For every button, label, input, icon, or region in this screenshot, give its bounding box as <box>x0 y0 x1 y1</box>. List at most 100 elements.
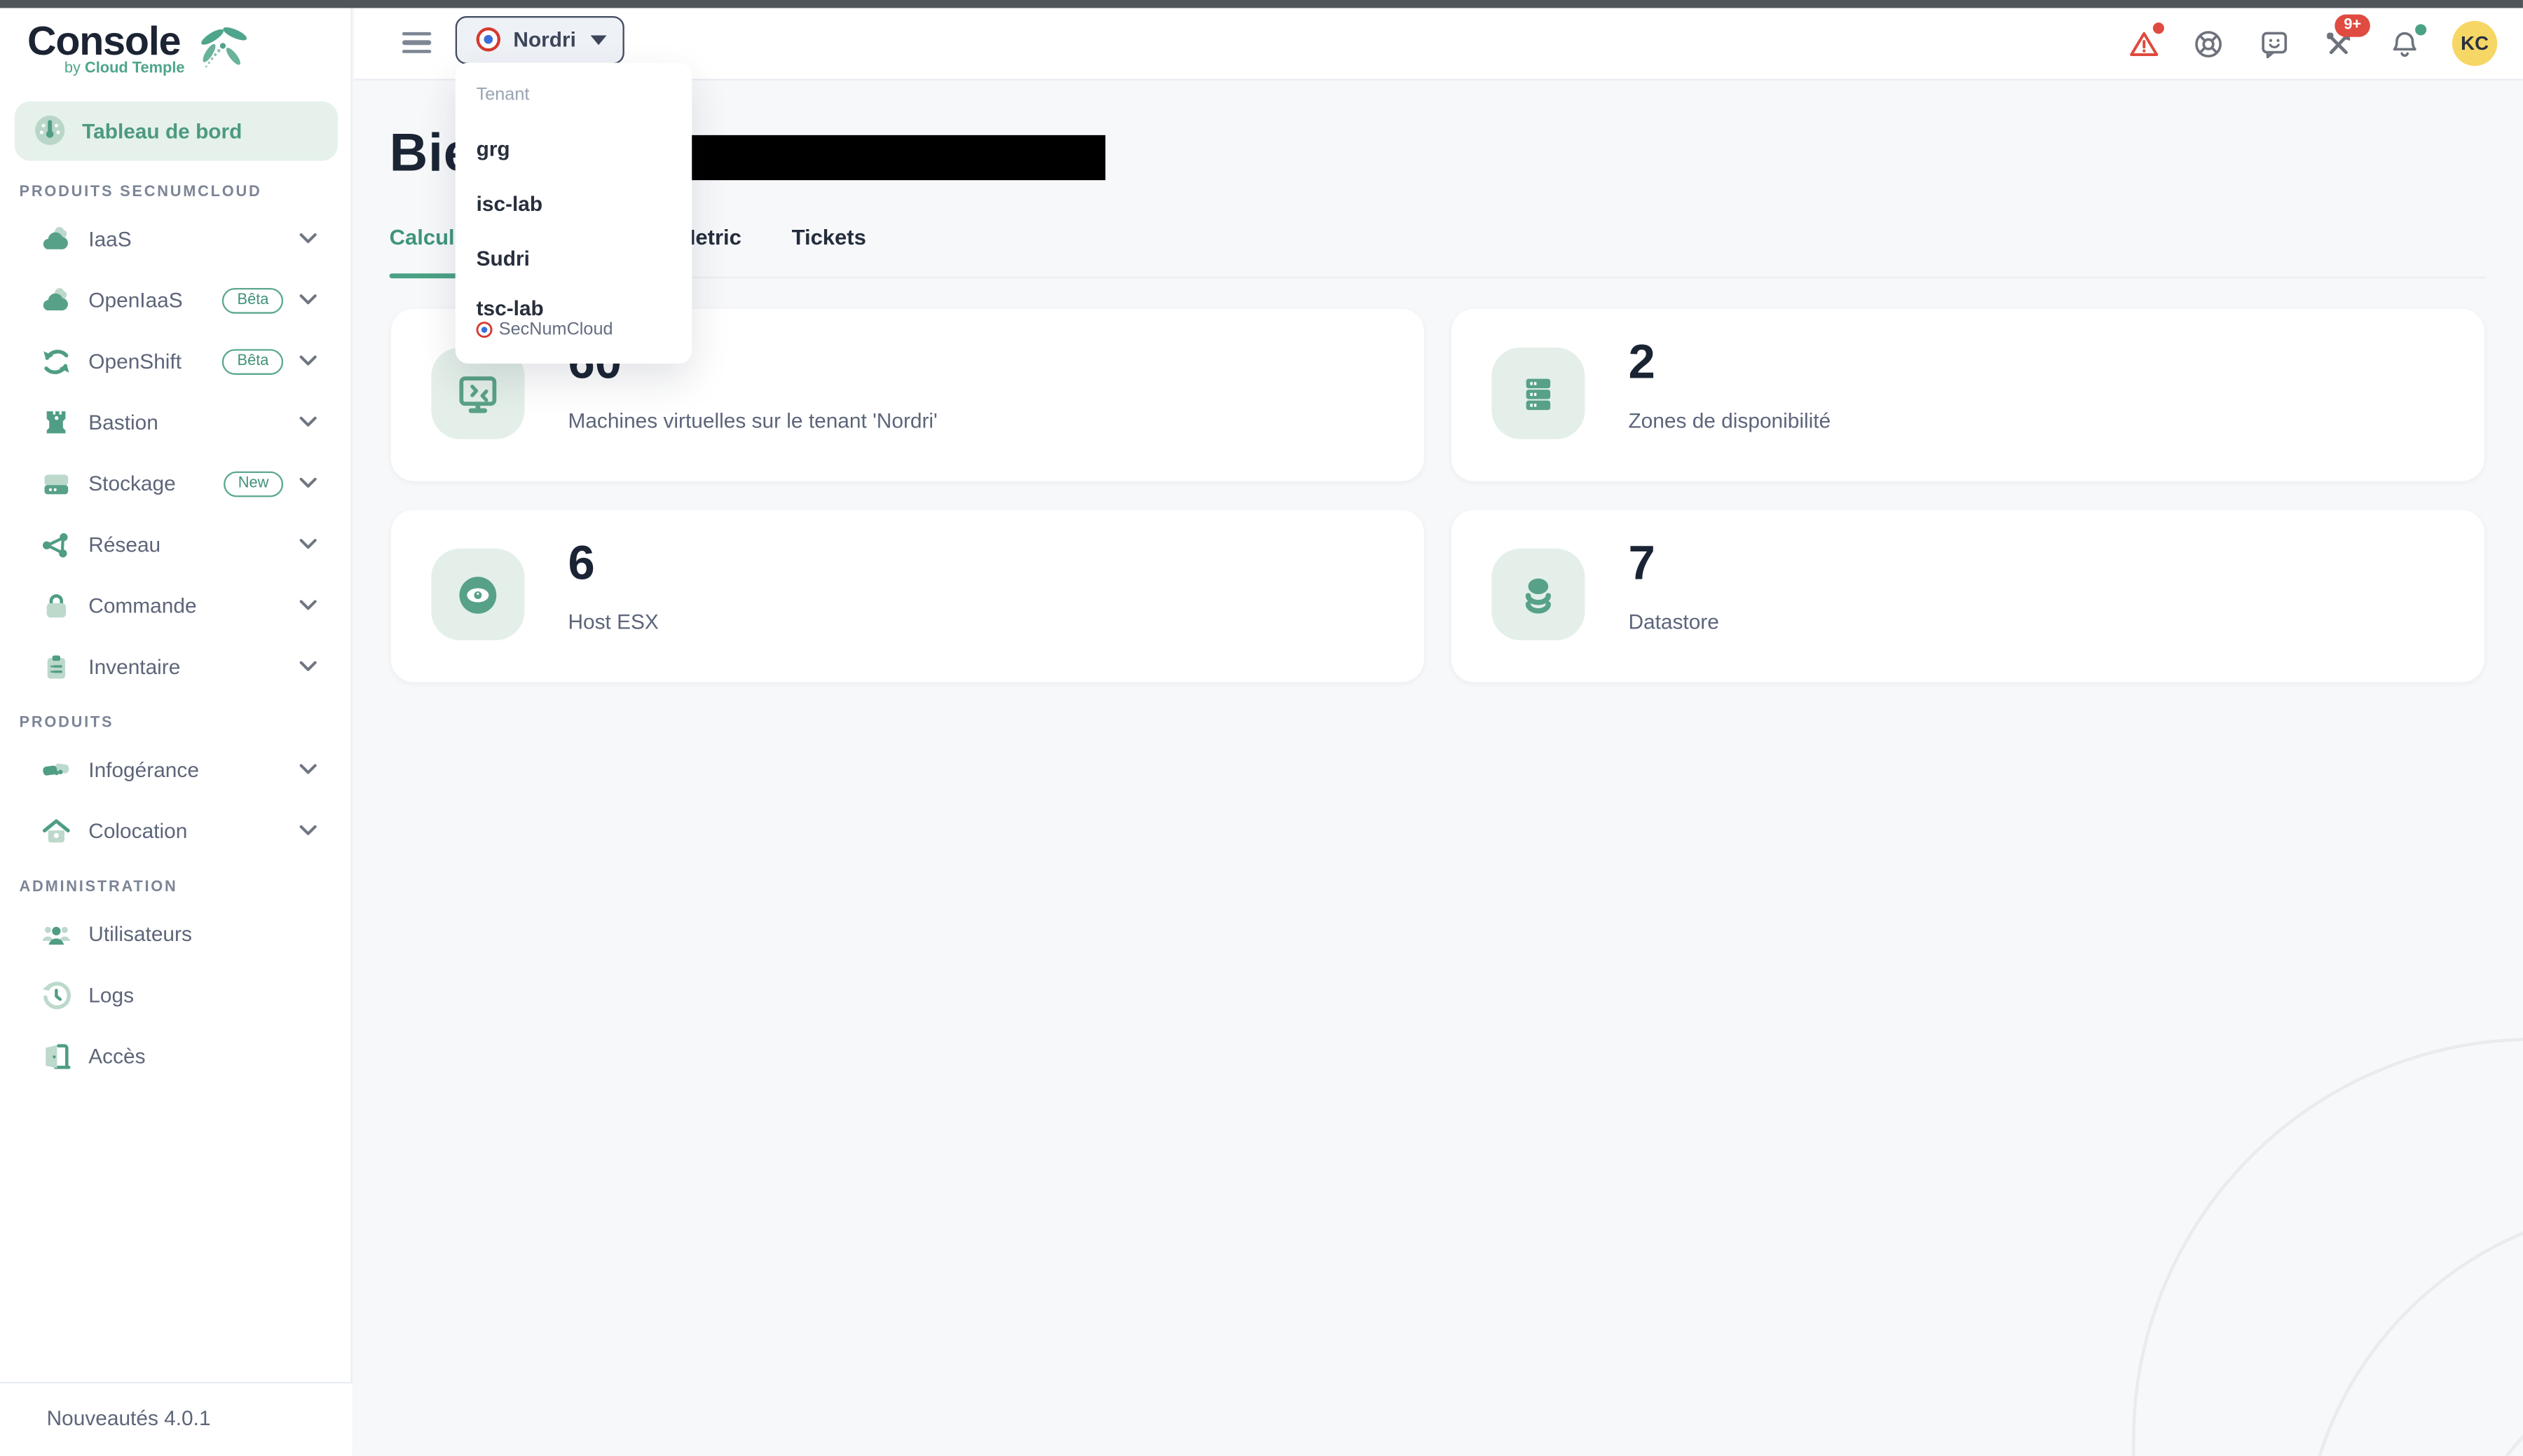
tenant-option-sudri[interactable]: Sudri <box>476 246 530 270</box>
sidebar-item-reseau[interactable]: Réseau <box>13 526 339 564</box>
tab-bar: Calcul Metric Tickets <box>389 225 2487 279</box>
door-icon <box>46 1043 71 1069</box>
sidebar: Console by Cloud Temple <box>0 7 353 1456</box>
maintenance-button[interactable]: 9+ <box>2322 13 2370 60</box>
notification-dot-badge <box>2414 23 2426 35</box>
chevron-down-icon <box>299 661 317 671</box>
history-clock-icon <box>42 981 71 1009</box>
tenant-menu-title: Tenant <box>476 85 530 105</box>
beta-badge: Bêta <box>222 287 284 313</box>
sidebar-section-title: PRODUITS <box>19 713 114 732</box>
house-icon <box>42 818 70 842</box>
stat-value: 6 <box>568 537 595 591</box>
notifications-button[interactable] <box>2387 23 2426 60</box>
beta-badge: Bêta <box>222 348 284 374</box>
chevron-down-icon <box>299 764 317 774</box>
sidebar-section-title: PRODUITS SECNUMCLOUD <box>19 182 262 200</box>
tenant-option-isc-lab[interactable]: isc-lab <box>476 191 543 216</box>
sidebar-item-label: Accès <box>88 1044 146 1069</box>
sidebar-item-label: Stockage <box>88 471 176 496</box>
tab-tickets[interactable]: Tickets <box>791 225 866 249</box>
shopping-bag-icon <box>46 593 67 617</box>
stat-card-datastore: 7 Datastore <box>1451 509 2484 682</box>
sidebar-item-logs[interactable]: Logs <box>13 975 339 1014</box>
availability-zones-icon <box>1491 347 1585 439</box>
sidebar-item-openiaas[interactable]: OpenIaaS Bêta <box>13 281 339 320</box>
sidebar-nav: Tableau de bord PRODUITS SECNUMCLOUD Iaa… <box>13 100 339 1097</box>
sidebar-item-label: OpenIaaS <box>88 287 183 313</box>
dragonfly-icon <box>201 26 247 67</box>
datastore-icon <box>1491 548 1585 640</box>
stat-value: 7 <box>1628 537 1655 591</box>
chevron-down-icon <box>299 233 317 243</box>
alert-dot-badge <box>2152 21 2163 34</box>
sidebar-item-bastion[interactable]: Bastion <box>13 403 339 441</box>
chevron-down-icon <box>299 825 317 835</box>
cloud-icon <box>43 287 68 310</box>
chevron-down-icon <box>299 477 317 488</box>
stat-card-host-esx: 6 Host ESX <box>390 509 1424 682</box>
bell-icon <box>2392 31 2416 56</box>
stat-label: Zones de disponibilité <box>1628 408 1831 433</box>
user-avatar[interactable]: KC <box>2452 20 2498 67</box>
sidebar-item-openshift[interactable]: OpenShift Bêta <box>13 342 339 380</box>
caret-down-icon <box>590 34 607 45</box>
clipboard-icon <box>47 654 65 678</box>
alerts-button[interactable] <box>2126 21 2163 60</box>
stat-label: Machines virtuelles sur le tenant 'Nordr… <box>568 408 938 433</box>
storage-server-icon <box>44 474 69 494</box>
stat-card-availability-zones: 2 Zones de disponibilité <box>1451 308 2484 481</box>
secnumcloud-roundel-icon <box>476 27 501 52</box>
lifebuoy-icon <box>2195 30 2222 57</box>
sidebar-item-colocation[interactable]: Colocation <box>13 811 339 850</box>
hamburger-menu-icon[interactable] <box>402 31 432 55</box>
sidebar-item-label: Bastion <box>88 410 158 434</box>
sidebar-item-label: Infogérance <box>88 757 199 782</box>
brand-logo[interactable]: Console by Cloud Temple <box>27 20 333 91</box>
host-eye-icon <box>431 548 525 640</box>
chevron-down-icon <box>299 294 317 305</box>
tenant-option-tsc-lab[interactable]: tsc-lab <box>476 296 544 320</box>
users-icon <box>42 926 71 945</box>
stat-label: Datastore <box>1628 610 1719 634</box>
warning-triangle-icon <box>2129 31 2158 55</box>
sidebar-item-inventaire[interactable]: Inventaire <box>13 647 339 686</box>
sidebar-item-label: Colocation <box>88 818 188 844</box>
handshake-icon <box>43 762 69 775</box>
sidebar-item-commande[interactable]: Commande <box>13 586 339 625</box>
recycle-arrows-icon <box>43 348 69 373</box>
tenant-option-grg[interactable]: grg <box>476 137 510 161</box>
sidebar-item-label: Réseau <box>88 532 161 557</box>
sidebar-item-iaas[interactable]: IaaS <box>13 219 339 258</box>
chevron-down-icon <box>299 416 317 427</box>
feedback-button[interactable] <box>2257 27 2290 60</box>
topbar: Nordri <box>354 7 2523 81</box>
sidebar-item-label: IaaS <box>88 226 132 252</box>
tower-rook-icon <box>46 410 66 433</box>
sidebar-item-label: OpenShift <box>88 349 182 373</box>
network-nodes-icon <box>42 532 68 557</box>
sidebar-item-utilisateurs[interactable]: Utilisateurs <box>13 914 339 953</box>
sidebar-item-stockage[interactable]: Stockage New <box>13 464 339 502</box>
topbar-actions: 9+ KC <box>2126 7 2498 79</box>
chevron-down-icon <box>299 600 317 610</box>
stat-label: Host ESX <box>568 610 659 634</box>
secnumcloud-roundel-icon <box>476 322 493 338</box>
chat-smiley-icon <box>2261 31 2286 58</box>
window-top-strip <box>0 0 2523 8</box>
sidebar-item-label: Inventaire <box>88 654 181 679</box>
chevron-down-icon <box>299 539 317 549</box>
sidebar-item-label: Logs <box>88 982 135 1008</box>
sidebar-item-label: Commande <box>88 593 197 618</box>
tenant-option-qualification: SecNumCloud <box>476 320 613 339</box>
tenant-selector-button[interactable]: Nordri <box>455 15 624 64</box>
sidebar-item-infogerance[interactable]: Infogérance <box>13 750 339 789</box>
whats-new-link[interactable]: Nouveautés 4.0.1 <box>46 1406 211 1431</box>
support-button[interactable] <box>2192 27 2225 60</box>
sidebar-item-tableau-de-bord[interactable]: Tableau de bord <box>14 100 339 160</box>
sidebar-item-acces[interactable]: Accès <box>13 1037 339 1076</box>
cloud-icon <box>43 226 68 249</box>
sidebar-section-title: ADMINISTRATION <box>19 877 178 895</box>
